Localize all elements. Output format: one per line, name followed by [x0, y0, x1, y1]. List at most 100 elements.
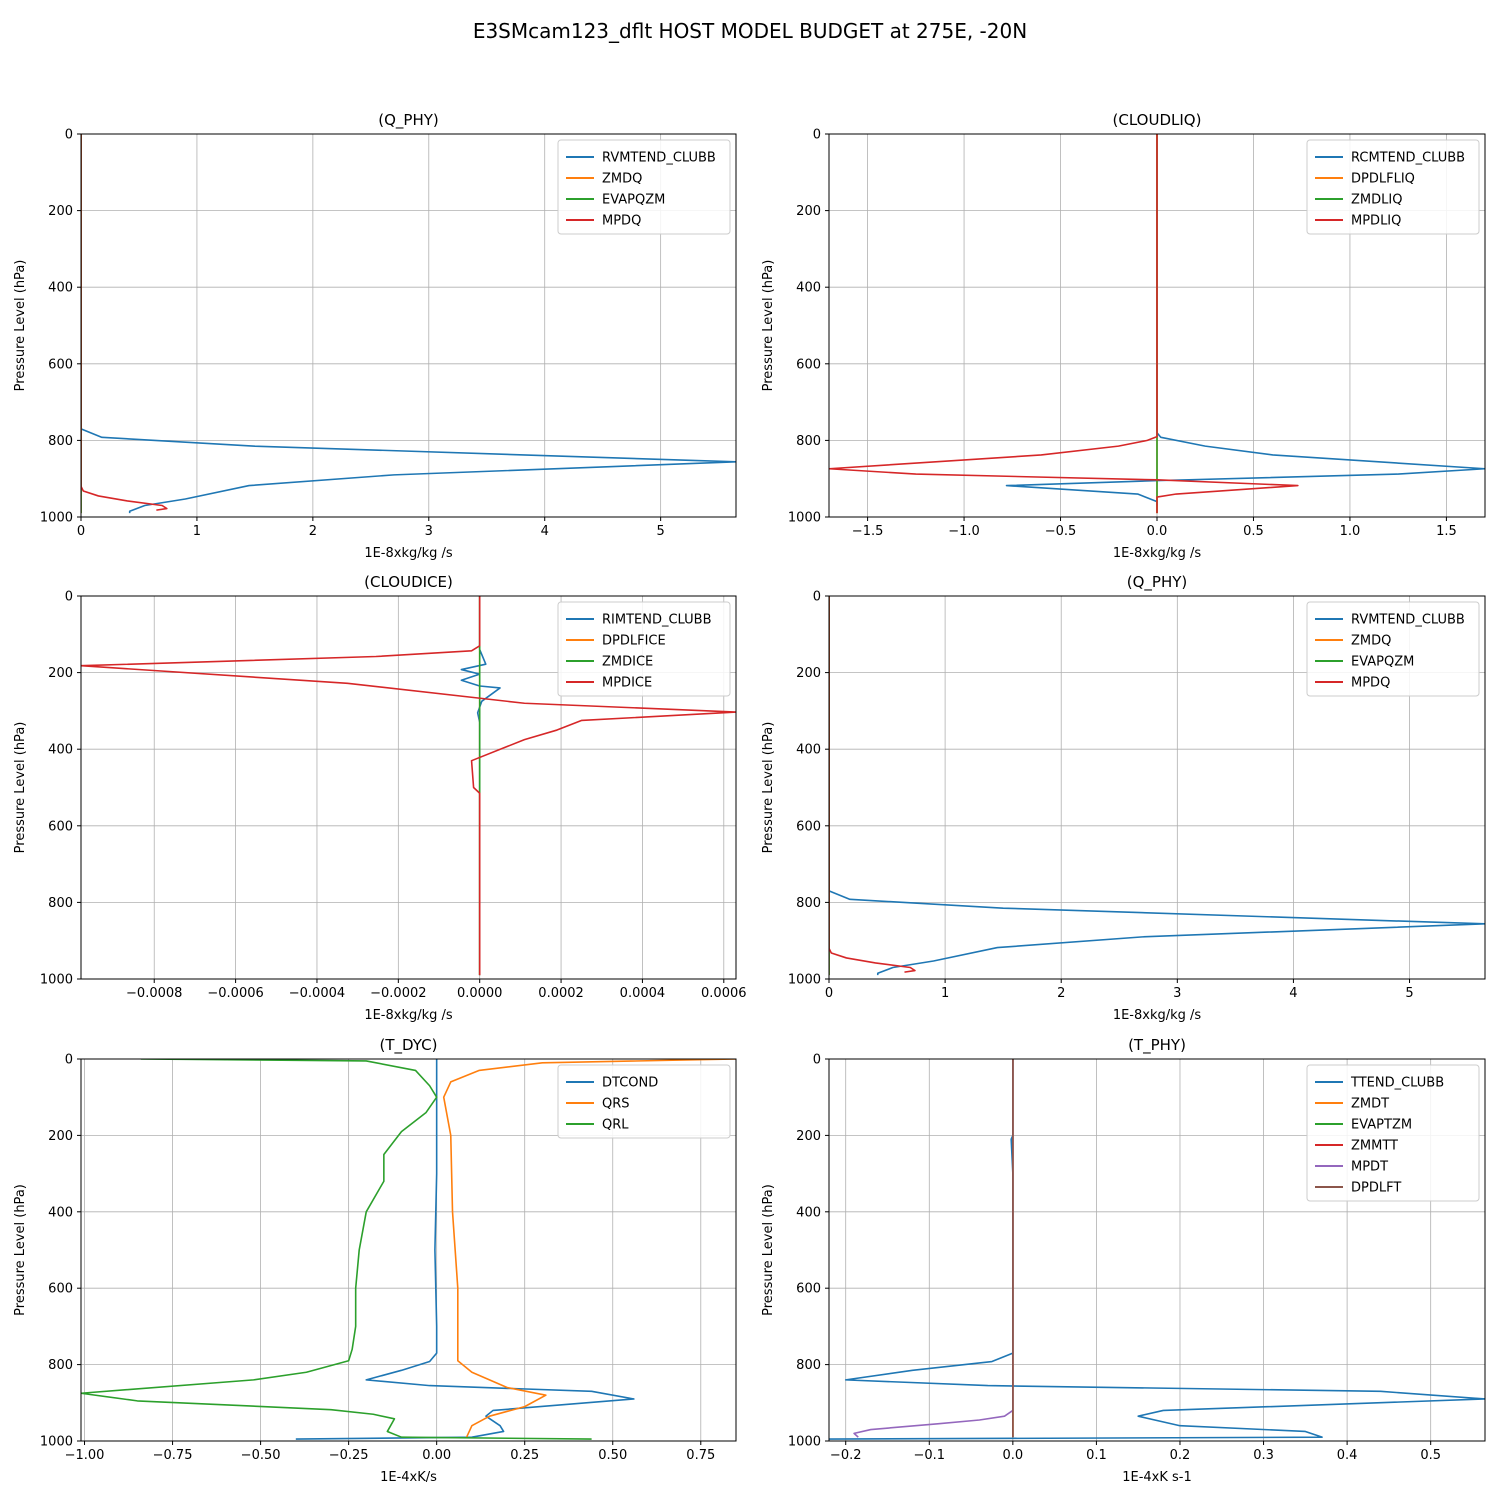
x-tick-label: 0: [77, 524, 85, 539]
x-tick-label: 0.0: [1003, 1448, 1024, 1463]
x-tick-label: 0.5: [1243, 524, 1264, 539]
y-tick-label: 1000: [788, 511, 821, 526]
y-tick-label: 0: [65, 128, 73, 143]
x-tick-label: 1: [941, 986, 949, 1001]
y-tick-label: 200: [796, 666, 821, 681]
subplot-4: 0 1 2 3 4 5 0 200 400 600 800 1000 (Q_PHY) 1E-8xkg/kg…: [761, 573, 1486, 1023]
legend-box: [557, 139, 731, 235]
x-tick-label: −0.75: [153, 1448, 193, 1463]
y-tick-label: 200: [796, 204, 821, 219]
x-tick-label: 2: [309, 524, 317, 539]
y-axis-label: Pressure Level (hPa): [13, 722, 28, 854]
y-tick-label: 200: [48, 666, 73, 681]
legend: RVMTEND_CLUBB ZMDQ EVAPQZM MPDQ: [557, 139, 731, 235]
legend-box: [557, 1064, 731, 1139]
legend-label: ZMDQ: [602, 172, 642, 187]
subplot-6: −0.2 −0.1 0.0 0.1 0.2 0.3 0.4 0.5 0 200 400 600 800 1…: [761, 1036, 1486, 1485]
legend-label: MPDLIQ: [1351, 214, 1401, 229]
legend-label: RVMTEND_CLUBB: [602, 151, 716, 166]
y-tick-label: 200: [48, 204, 73, 219]
x-tick-label: 0.0004: [620, 986, 666, 1001]
legend-label: TTEND_CLUBB: [1350, 1076, 1444, 1091]
x-tick-label: −0.5: [1045, 524, 1077, 539]
series-line-dtcond: [295, 1059, 635, 1440]
figure-title: E3SMcam123_dflt HOST MODEL BUDGET at 275…: [473, 19, 1027, 43]
x-tick-label: 0.50: [598, 1448, 627, 1463]
legend-label: QRL: [602, 1118, 629, 1133]
legend-box: [1306, 1064, 1480, 1202]
x-tick-label: −0.0006: [207, 986, 263, 1001]
x-axis-label: 1E-4xK s-1: [1122, 1470, 1192, 1485]
y-tick-label: 200: [796, 1129, 821, 1144]
y-axis-label: Pressure Level (hPa): [761, 1184, 776, 1316]
y-tick-label: 0: [813, 128, 821, 143]
legend-label: ZMDLIQ: [1351, 193, 1402, 208]
y-tick-label: 800: [48, 1358, 73, 1373]
legend-label: RVMTEND_CLUBB: [1351, 613, 1465, 628]
y-tick-label: 800: [796, 896, 821, 911]
x-tick-label: 0.2: [1170, 1448, 1191, 1463]
legend-label: EVAPQZM: [1351, 655, 1414, 670]
y-tick-label: 400: [796, 1205, 821, 1220]
x-tick-label: 0.1: [1086, 1448, 1107, 1463]
y-tick-label: 400: [48, 281, 73, 296]
legend: DTCOND QRS QRL: [557, 1064, 731, 1139]
subplot-grid: 0 1 2 3 4 5 0 200 400 600 800 1000 (Q_PHY) 1E-8xkg/kg…: [13, 111, 1486, 1485]
x-axis-label: 1E-8xkg/kg /s: [1113, 546, 1202, 561]
x-tick-label: −0.2: [830, 1448, 862, 1463]
y-tick-label: 800: [796, 1358, 821, 1373]
subplot-title: (CLOUDLIQ): [1113, 111, 1202, 129]
y-tick-label: 600: [796, 357, 821, 372]
subplot-1: 0 1 2 3 4 5 0 200 400 600 800 1000 (Q_PHY) 1E-8xkg/kg…: [13, 111, 737, 561]
y-tick-label: 600: [796, 819, 821, 834]
x-tick-label: 0.5: [1420, 1448, 1441, 1463]
series-line-qrl: [81, 1059, 592, 1440]
axes-frame: [828, 1058, 1486, 1442]
y-tick-label: 400: [796, 281, 821, 296]
legend-label: RIMTEND_CLUBB: [602, 613, 712, 628]
x-tick-label: 0.0: [1147, 524, 1168, 539]
legend: RCMTEND_CLUBB DPDLFLIQ ZMDLIQ MPDLIQ: [1306, 139, 1480, 235]
x-tick-label: 0.75: [686, 1448, 715, 1463]
y-tick-label: 1000: [40, 511, 73, 526]
legend-label: DPDLFLIQ: [1351, 172, 1415, 187]
x-tick-label: 3: [425, 524, 433, 539]
subplot-title: (T_DYC): [380, 1036, 438, 1055]
y-tick-label: 800: [48, 896, 73, 911]
y-axis-label: Pressure Level (hPa): [13, 1184, 28, 1316]
legend-label: MPDT: [1351, 1160, 1388, 1175]
legend-label: ZMDQ: [1351, 634, 1391, 649]
y-tick-label: 0: [813, 1053, 821, 1068]
legend-label: EVAPTZM: [1351, 1118, 1412, 1133]
legend-label: QRS: [602, 1097, 630, 1112]
x-axis-label: 1E-8xkg/kg /s: [364, 546, 453, 561]
series-line-rvmtend-clubb: [81, 134, 736, 514]
legend-label: MPDQ: [1351, 676, 1390, 691]
x-tick-label: 5: [1405, 986, 1413, 1001]
series-line-mpdliq: [829, 134, 1299, 514]
x-tick-label: −0.50: [241, 1448, 281, 1463]
series-line-qrs: [442, 1059, 736, 1438]
x-tick-label: 1.0: [1340, 524, 1361, 539]
legend: TTEND_CLUBB ZMDT EVAPTZM ZMMTT MPDT DPDLFT: [1306, 1064, 1480, 1202]
x-tick-label: 4: [541, 524, 549, 539]
x-axis-label: 1E-4xK/s: [380, 1470, 437, 1485]
y-tick-label: 200: [48, 1129, 73, 1144]
series-line-mpdt: [853, 1059, 1014, 1438]
subplot-title: (Q_PHY): [378, 111, 439, 130]
legend-label: ZMMTT: [1351, 1139, 1398, 1154]
series-line-mpdice: [81, 596, 736, 976]
x-tick-label: 0: [825, 986, 833, 1001]
subplot-title: (T_PHY): [1128, 1036, 1186, 1055]
y-axis-label: Pressure Level (hPa): [761, 722, 776, 854]
x-tick-label: 0.0006: [701, 986, 747, 1001]
x-tick-label: −0.0004: [289, 986, 345, 1001]
x-tick-label: 0.3: [1253, 1448, 1274, 1463]
x-tick-label: −0.0002: [370, 986, 426, 1001]
y-tick-label: 600: [48, 357, 73, 372]
x-tick-label: 0.0002: [538, 986, 584, 1001]
legend-label: EVAPQZM: [602, 193, 665, 208]
y-tick-label: 400: [48, 743, 73, 758]
